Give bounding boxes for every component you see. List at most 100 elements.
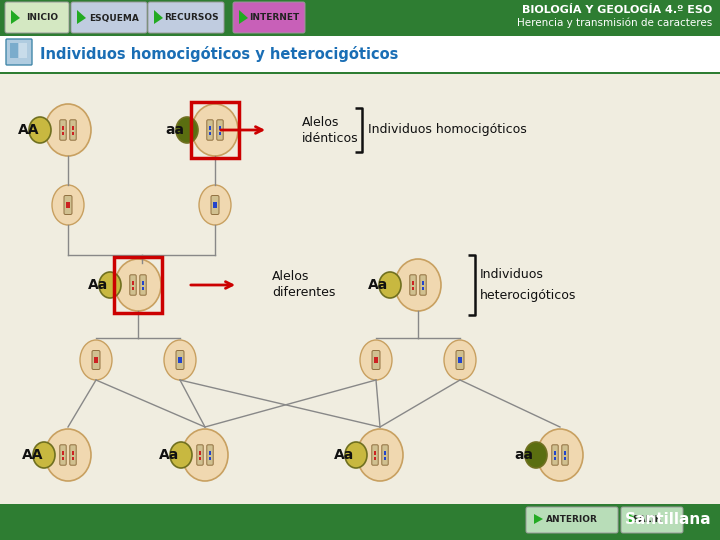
Ellipse shape [357,429,403,481]
Text: aa: aa [514,448,533,462]
Bar [199,456,202,460]
Bar [179,357,181,363]
FancyBboxPatch shape [60,445,66,465]
Polygon shape [11,10,20,24]
FancyBboxPatch shape [207,445,213,465]
FancyBboxPatch shape [5,2,69,33]
FancyBboxPatch shape [233,2,305,33]
FancyBboxPatch shape [148,2,224,33]
Text: Aa: Aa [334,448,354,462]
Ellipse shape [444,340,476,380]
Text: Aa: Aa [159,448,179,462]
FancyBboxPatch shape [140,275,146,295]
Text: SALIR: SALIR [632,516,662,524]
Ellipse shape [345,442,367,468]
Text: Aa: Aa [368,278,388,292]
Ellipse shape [170,442,192,468]
Bar [0,36,720,72]
Bar [19,43,27,58]
Bar [94,357,98,363]
Bar [422,287,424,290]
Text: AA: AA [22,448,43,462]
Text: AA: AA [18,123,40,137]
Bar [142,281,145,285]
Text: BIOLOGÍA Y GEOLOGÍA 4.º ESO: BIOLOGÍA Y GEOLOGÍA 4.º ESO [522,5,712,15]
Bar [374,451,377,455]
FancyBboxPatch shape [372,445,378,465]
Ellipse shape [192,104,238,156]
Ellipse shape [45,429,91,481]
Bar [199,451,202,455]
FancyBboxPatch shape [6,39,32,65]
Text: diferentes: diferentes [272,287,336,300]
Bar [71,451,74,455]
FancyBboxPatch shape [372,350,380,369]
FancyBboxPatch shape [420,275,426,295]
Text: Individuos homocigóticos y heterocigóticos: Individuos homocigóticos y heterocigótic… [40,46,398,62]
Bar [191,102,239,158]
Bar [10,43,18,58]
Text: ESQUEMA: ESQUEMA [89,14,139,23]
Bar [384,451,387,455]
Text: aa: aa [165,123,184,137]
Text: Santillana: Santillana [626,512,712,528]
Ellipse shape [99,272,121,298]
Bar [219,126,222,130]
FancyBboxPatch shape [64,195,72,214]
Bar [209,126,212,130]
Bar [412,287,415,290]
FancyBboxPatch shape [410,275,416,295]
Bar [0,0,720,36]
Bar [374,456,377,460]
Ellipse shape [80,340,112,380]
FancyBboxPatch shape [207,120,213,140]
FancyBboxPatch shape [456,350,464,369]
Ellipse shape [199,185,231,225]
Bar [412,281,415,285]
Ellipse shape [182,429,228,481]
Bar [459,357,462,363]
FancyBboxPatch shape [217,120,223,140]
Bar [384,456,387,460]
Bar [422,281,424,285]
Ellipse shape [537,429,583,481]
Polygon shape [534,514,543,524]
Bar [71,126,74,130]
Bar [564,456,567,460]
FancyBboxPatch shape [60,120,66,140]
Bar [209,451,212,455]
Polygon shape [77,10,86,24]
FancyBboxPatch shape [71,2,147,33]
Bar [132,281,135,285]
FancyBboxPatch shape [130,275,136,295]
Polygon shape [154,10,163,24]
Ellipse shape [164,340,196,380]
Ellipse shape [379,272,401,298]
Bar [62,451,64,455]
Bar [142,287,145,290]
Text: Herencia y transmisión de caracteres: Herencia y transmisión de caracteres [517,18,712,28]
FancyBboxPatch shape [562,445,568,465]
FancyBboxPatch shape [70,120,76,140]
Bar [0,72,720,74]
Text: idénticos: idénticos [302,132,359,145]
Ellipse shape [115,259,161,311]
Ellipse shape [45,104,91,156]
FancyBboxPatch shape [621,507,683,533]
Text: INTERNET: INTERNET [249,14,299,23]
Text: ANTERIOR: ANTERIOR [546,516,598,524]
Ellipse shape [33,442,55,468]
FancyBboxPatch shape [382,445,388,465]
Ellipse shape [360,340,392,380]
Text: Alelos: Alelos [272,271,310,284]
Bar [71,132,74,135]
Bar [132,287,135,290]
FancyBboxPatch shape [211,195,219,214]
FancyBboxPatch shape [176,350,184,369]
Bar [554,451,557,455]
FancyBboxPatch shape [70,445,76,465]
Bar [374,357,378,363]
Bar [209,456,212,460]
Ellipse shape [29,117,51,143]
Bar [219,132,222,135]
